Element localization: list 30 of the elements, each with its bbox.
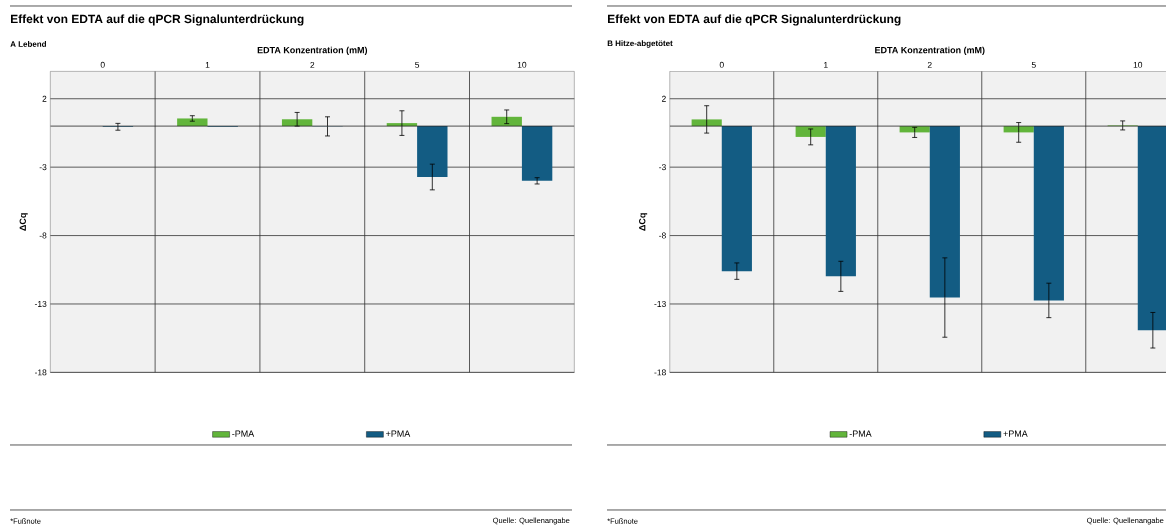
legend-label: -PMA [849, 430, 872, 437]
x-tick-label: 0 [100, 61, 105, 68]
y-tick-label: -13 [34, 300, 47, 307]
y-tick-label: 2 [661, 95, 666, 102]
y-tick-label: -8 [659, 232, 666, 239]
legend-label: +PMA [386, 430, 411, 437]
x-tick-label: 5 [415, 61, 420, 68]
legend-label: -PMA [232, 430, 255, 437]
x-tick-label: 1 [205, 62, 210, 68]
chart-title: Effekt von EDTA auf die qPCR Signalunterdrückung [11, 14, 304, 26]
y-tick-label: -18 [654, 369, 666, 376]
x-axis-title: EDTA Konzentration (mM) [257, 46, 368, 56]
y-tick-label: -18 [34, 369, 47, 376]
x-tick-label: 5 [1031, 61, 1036, 68]
y-tick-label: -3 [659, 164, 666, 171]
y-axis-title: ΔCq [19, 213, 28, 231]
x-tick-label: 10 [517, 61, 527, 68]
y-tick-label: 2 [42, 95, 47, 102]
x-tick-label: 2 [927, 61, 932, 68]
y-tick-label: -8 [39, 232, 47, 239]
y-axis-title: ΔCq [639, 213, 648, 231]
x-axis-title: EDTA Konzentration (mM) [875, 46, 985, 56]
x-tick-label: 2 [310, 61, 315, 68]
x-tick-label: 1 [824, 62, 828, 68]
legend-label: +PMA [1003, 430, 1028, 437]
x-tick-label: 0 [719, 61, 724, 68]
chart-title: Effekt von EDTA auf die qPCR Signalunterdrückung [608, 14, 901, 26]
y-tick-label: -13 [654, 300, 666, 307]
x-tick-label: 10 [1133, 61, 1143, 68]
y-tick-label: -3 [39, 164, 47, 171]
